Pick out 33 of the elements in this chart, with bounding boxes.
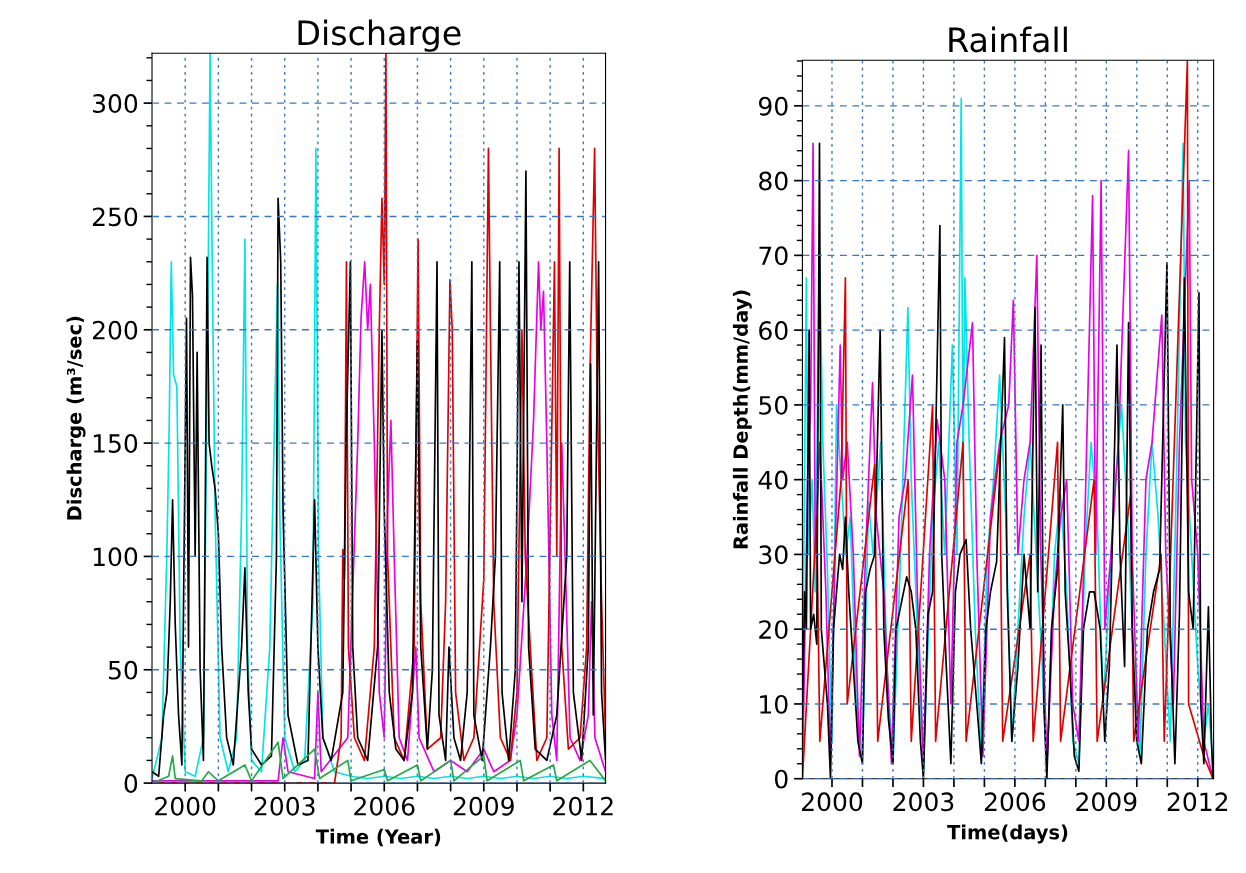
y-tick-label: 200 (92, 320, 138, 340)
x-axis-title: Time(days) (947, 824, 1068, 844)
chart-title: Discharge (298, 19, 461, 52)
x-tick-label: 2012 (553, 796, 613, 816)
y-tick-label: 60 (759, 321, 788, 340)
x-tick-label: 2000 (802, 792, 863, 812)
y-tick-label: 150 (93, 434, 138, 453)
y-tick-label: 10 (760, 694, 788, 714)
y-tick-label: 50 (759, 395, 788, 415)
x-tick-label: 2009 (453, 796, 514, 816)
x-axis-title: Time (Year) (315, 828, 441, 847)
y-tick-label: 300 (93, 94, 138, 113)
y-axis-title: Discharge (m³/sec) (66, 316, 86, 520)
y-tick-label: 30 (759, 545, 788, 565)
y-tick-label: 70 (759, 246, 788, 266)
y-axis-title: Rainfall Depth(mm/day) (732, 290, 752, 549)
x-tick-label: 2003 (893, 792, 954, 812)
x-tick-label: 2000 (155, 796, 216, 816)
y-tick-label: 0 (774, 769, 788, 789)
x-tick-label: 2012 (1167, 792, 1228, 812)
y-tick-label: 20 (759, 620, 788, 640)
y-tick-label: 100 (93, 547, 138, 567)
y-tick-label: 80 (759, 171, 788, 191)
y-tick-label: 90 (758, 96, 788, 116)
y-tick-label: 50 (108, 660, 138, 680)
y-tick-label: 0 (124, 774, 138, 793)
x-tick-label: 2003 (254, 796, 315, 816)
y-tick-label: 250 (92, 207, 138, 227)
x-tick-label: 2006 (354, 796, 415, 816)
x-tick-label: 2009 (1076, 792, 1137, 812)
chart-title: Rainfall (949, 26, 1067, 53)
y-tick-label: 40 (758, 470, 788, 490)
x-tick-label: 2006 (984, 792, 1046, 812)
